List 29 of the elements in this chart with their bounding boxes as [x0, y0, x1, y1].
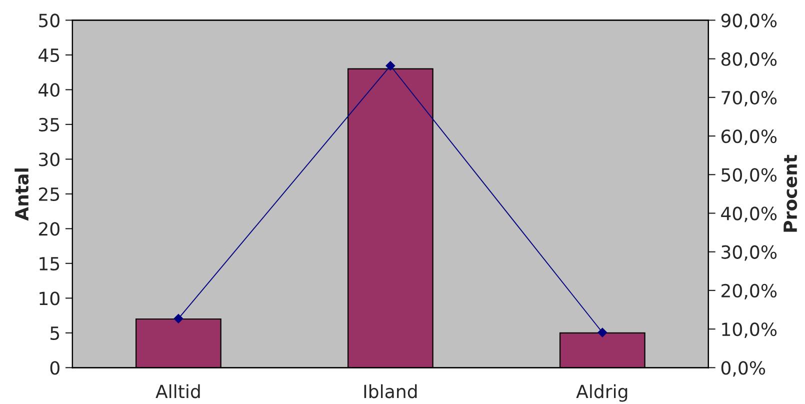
y-tick-label: 35 — [39, 118, 60, 132]
y2-tick-label: 90,0% — [721, 14, 777, 30]
y-tick-label: 50 — [39, 14, 60, 28]
y2-tick-label: 10,0% — [722, 322, 777, 338]
y2-tick-label: 30,0% — [722, 245, 777, 261]
x-tick-label: Ibland — [364, 384, 417, 398]
y2-tick-label: 20,0% — [722, 284, 777, 300]
y-axis-title: Antal — [14, 168, 29, 221]
y-tick-label: 20 — [38, 222, 60, 236]
y-tick-label: 45 — [38, 48, 60, 62]
y-tick-label: 5 — [50, 326, 60, 340]
y2-tick-label: 80,0% — [721, 52, 777, 68]
y2-tick-label: 40,0% — [721, 206, 777, 222]
point — [174, 314, 184, 324]
y2-axis-title: Procent — [784, 154, 798, 232]
y-tick-label: 30 — [39, 152, 60, 166]
y-tick-label: 25 — [38, 187, 60, 202]
y-tick-label: 40 — [38, 83, 60, 97]
y2-tick-label: 70,0% — [722, 90, 777, 106]
point — [386, 61, 396, 70]
y2-tick-label: 50,0% — [722, 168, 777, 184]
y-tick-label: 0 — [50, 361, 60, 375]
x-tick-label: Aldrig — [576, 384, 628, 402]
y2-tick-label: 60,0% — [721, 129, 777, 145]
y2-tick-label: 0,0% — [721, 361, 766, 377]
point — [598, 328, 608, 338]
x-tick-label: Alltid — [156, 384, 200, 398]
y-tick-label: 15 — [40, 257, 60, 271]
y-tick-label: 10 — [40, 292, 60, 306]
